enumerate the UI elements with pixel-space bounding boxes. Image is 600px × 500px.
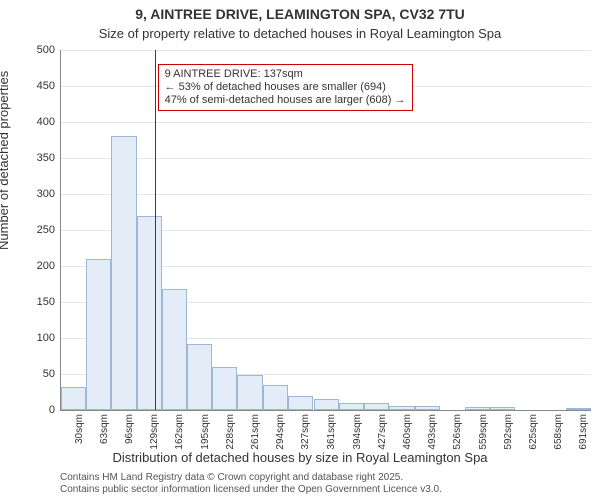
- y-tick-label: 350: [37, 152, 55, 164]
- credits-line-1: Contains HM Land Registry data © Crown c…: [60, 472, 442, 484]
- y-tick-label: 500: [37, 44, 55, 56]
- histogram-bar: [86, 259, 111, 410]
- chart-subtitle: Size of property relative to detached ho…: [0, 26, 600, 41]
- x-tick-label: 559sqm: [478, 410, 489, 450]
- histogram-bar: [61, 387, 86, 410]
- y-tick-label: 150: [37, 296, 55, 308]
- histogram-bar: [162, 289, 187, 410]
- histogram-bar: [237, 375, 262, 410]
- y-tick-label: 0: [49, 404, 55, 416]
- x-axis-label: Distribution of detached houses by size …: [0, 450, 600, 465]
- gridline: [61, 194, 591, 195]
- gridline: [61, 122, 591, 123]
- histogram-bar: [339, 403, 364, 410]
- credits-line-2: Contains public sector information licen…: [60, 484, 442, 496]
- chart-container: { "title": { "line1": "9, AINTREE DRIVE,…: [0, 0, 600, 500]
- y-tick-label: 50: [43, 368, 55, 380]
- plot-area: 05010015020025030035040045050030sqm63sqm…: [60, 50, 591, 411]
- x-tick-label: 195sqm: [200, 410, 211, 450]
- annotation-line-1: ← 53% of detached houses are smaller (69…: [165, 81, 406, 94]
- y-axis-label: Number of detached properties: [0, 71, 11, 250]
- x-tick-label: 96sqm: [124, 410, 135, 444]
- histogram-bar: [263, 385, 288, 410]
- histogram-bar: [111, 136, 136, 410]
- histogram-bar: [137, 216, 162, 410]
- x-tick-label: 30sqm: [74, 410, 85, 444]
- x-tick-label: 658sqm: [553, 410, 564, 450]
- x-tick-label: 526sqm: [452, 410, 463, 450]
- x-tick-label: 394sqm: [352, 410, 363, 450]
- x-tick-label: 261sqm: [250, 410, 261, 450]
- x-tick-label: 691sqm: [578, 410, 589, 450]
- y-tick-label: 400: [37, 116, 55, 128]
- x-tick-label: 162sqm: [174, 410, 185, 450]
- histogram-bar: [187, 344, 212, 410]
- property-marker-line: [155, 50, 156, 410]
- y-tick-label: 450: [37, 80, 55, 92]
- chart-title: 9, AINTREE DRIVE, LEAMINGTON SPA, CV32 7…: [0, 6, 600, 22]
- histogram-bar: [212, 367, 237, 410]
- x-tick-label: 129sqm: [149, 410, 160, 450]
- credits: Contains HM Land Registry data © Crown c…: [60, 472, 442, 496]
- gridline: [61, 158, 591, 159]
- gridline: [61, 50, 591, 51]
- y-tick-label: 300: [37, 188, 55, 200]
- annotation-line-0: 9 AINTREE DRIVE: 137sqm: [165, 68, 406, 81]
- x-tick-label: 625sqm: [528, 410, 539, 450]
- annotation-box: 9 AINTREE DRIVE: 137sqm← 53% of detached…: [158, 64, 413, 111]
- annotation-line-2: 47% of semi-detached houses are larger (…: [165, 94, 406, 107]
- x-tick-label: 327sqm: [300, 410, 311, 450]
- y-tick-label: 200: [37, 260, 55, 272]
- x-tick-label: 294sqm: [275, 410, 286, 450]
- x-tick-label: 427sqm: [377, 410, 388, 450]
- x-tick-label: 592sqm: [503, 410, 514, 450]
- histogram-bar: [364, 403, 389, 410]
- x-tick-label: 228sqm: [225, 410, 236, 450]
- histogram-bar: [314, 399, 339, 410]
- x-tick-label: 493sqm: [427, 410, 438, 450]
- histogram-bar: [288, 396, 313, 410]
- x-tick-label: 361sqm: [326, 410, 337, 450]
- y-tick-label: 100: [37, 332, 55, 344]
- x-tick-label: 63sqm: [99, 410, 110, 444]
- y-tick-label: 250: [37, 224, 55, 236]
- x-tick-label: 460sqm: [402, 410, 413, 450]
